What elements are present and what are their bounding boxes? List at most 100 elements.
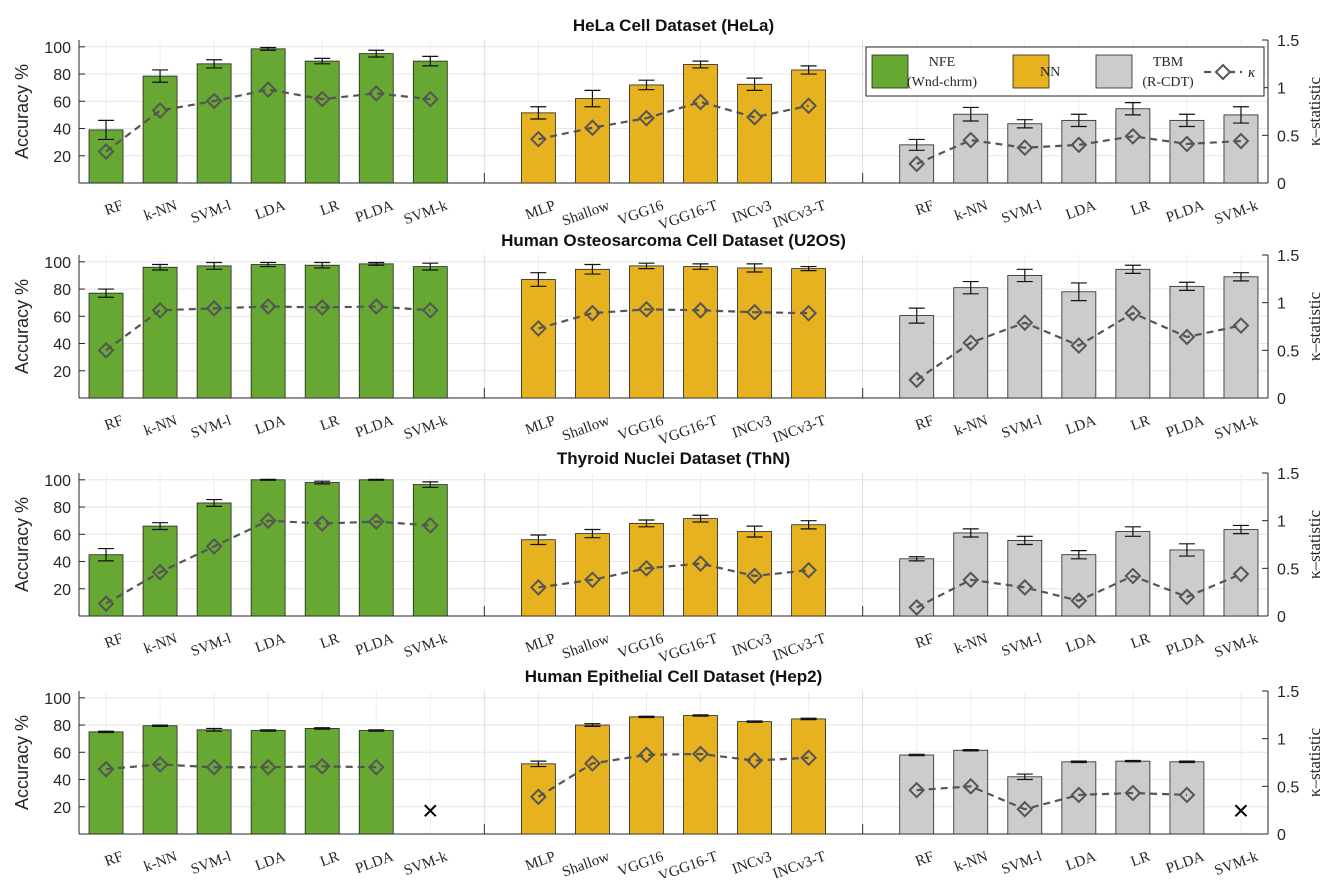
kappa-marker [1016,314,1034,332]
kappa-marker [584,755,601,772]
panel-title: Thyroid Nuclei Dataset (ThN) [557,449,790,468]
kappa-marker [313,757,331,775]
legend-swatch [1095,54,1133,89]
x-tick-label: LDA [253,849,288,875]
x-tick-label: RF [913,849,936,870]
legend-label: TBM [1153,55,1184,70]
kappa-marker [1070,786,1088,804]
x-tick-label: SVM-k [402,849,450,878]
kappa-marker [367,84,385,102]
kappa-line [916,311,1242,381]
kappa-marker [421,90,439,108]
panel-title: HeLa Cell Dataset (HeLa) [573,16,774,35]
bar [520,539,556,617]
kappa-marker [692,555,709,572]
y2-axis-label: κ–statistic [1305,77,1324,146]
x-tick-label: SVM-l [189,631,234,660]
y-tick-label: 60 [53,309,71,326]
bar [142,266,178,399]
kappa-line [916,573,1242,609]
legend-label-line2: (R-CDT) [1142,75,1194,90]
y2-axis-label: κ–statistic [1305,728,1324,797]
bar [953,113,989,184]
kappa-marker [259,512,277,530]
kappa-marker [313,90,331,108]
kappa-marker [97,760,115,778]
x-tick-label: SVM-k [1213,631,1261,662]
bar [88,292,124,399]
bar [953,532,989,617]
x-tick-label: VGG16-T [656,849,719,878]
panel-title: Human Osteosarcoma Cell Dataset (U2OS) [501,231,846,250]
y-tick-label: 80 [53,67,71,84]
bar [1115,108,1151,184]
kappa-marker [584,304,601,322]
kappa-line [916,135,1242,165]
x-tick-label: RF [103,198,126,219]
x-tick-label: PLDA [1164,631,1206,659]
bar [1169,761,1205,835]
x-tick-label: k-NN [142,849,180,876]
x-tick-label: LDA [253,198,288,224]
y2-tick-label: 1 [1277,514,1286,531]
kappa-marker [908,371,926,389]
kappa-marker [529,319,547,337]
y-tick-label: 40 [53,555,71,572]
y-tick-label: 20 [53,364,71,381]
x-tick-label: Shallow [560,198,612,230]
bar [683,518,718,617]
x-tick-label: LR [1129,198,1152,220]
kappa-marker [97,595,115,613]
x-tick-label: SVM-l [1000,198,1045,227]
x-tick-label: k-NN [142,198,180,225]
bar [575,533,610,617]
x-tick-label: MLP [523,413,557,439]
kappa-marker [908,155,926,173]
bar [196,265,232,399]
x-tick-label: INCv3 [730,198,774,227]
y-tick-label: 80 [53,282,71,299]
x-tick-label: k-NN [142,631,180,658]
kappa-marker [259,298,277,315]
bar [791,524,827,617]
kappa-marker [908,599,926,616]
bar [629,716,664,835]
y2-tick-label: 0.5 [1277,343,1299,360]
y2-tick-label: 1.5 [1277,466,1299,483]
x-tick-label: INCv3 [730,849,774,878]
y2-tick-label: 1 [1277,732,1286,749]
x-tick-label: SVM-l [189,198,234,227]
bar [250,48,286,184]
x-tick-label: MLP [523,631,557,657]
x-tick-label: LR [318,631,341,653]
kappa-marker [692,93,709,111]
kappa-marker [529,788,547,806]
x-tick-label: MLP [523,198,557,224]
legend-kappa-label: κ [1248,65,1256,81]
x-tick-label: SVM-l [1000,849,1045,878]
x-tick-label: LR [1129,631,1152,653]
y-tick-label: 100 [44,255,71,272]
kappa-marker [205,92,223,110]
bar [683,64,718,184]
y2-axis-label: κ–statistic [1305,510,1324,579]
kappa-marker [1124,127,1142,145]
bar [575,98,610,184]
kappa-marker [908,781,926,799]
y-axis-label: Accuracy % [12,497,32,592]
kappa-marker [97,143,115,160]
kappa-marker [800,97,818,115]
x-tick-label: LDA [1064,198,1099,224]
kappa-marker [259,81,277,98]
x-tick-label: PLDA [1164,413,1206,441]
y2-tick-label: 0 [1277,827,1286,844]
x-tick-label: SVM-k [1213,413,1261,444]
x-tick-label: INCv3-T [771,849,828,878]
kappa-line [538,562,809,589]
bar [575,724,610,835]
kappa-marker [259,758,277,776]
kappa-marker [746,303,763,321]
bar [1223,276,1259,399]
y2-tick-label: 0.5 [1277,128,1299,145]
